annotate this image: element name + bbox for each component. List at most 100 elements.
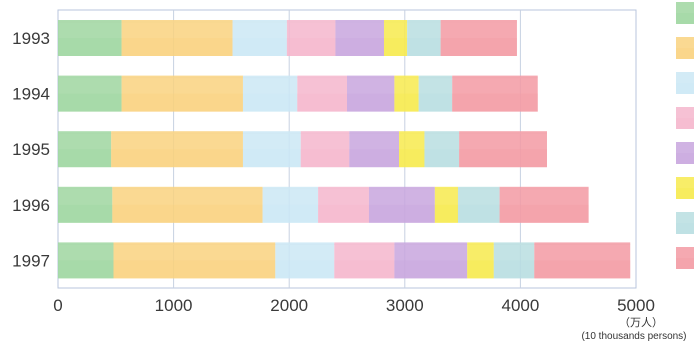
bar-segment-shade <box>58 204 113 223</box>
bar-segment <box>111 131 243 168</box>
bar-segment <box>58 75 122 112</box>
bar-segment <box>58 242 114 279</box>
bar-segment-shade <box>275 260 335 279</box>
bar-segment-shade <box>121 38 233 56</box>
bar-segment <box>121 20 233 56</box>
bar-segment <box>335 20 384 56</box>
category-label: 1996 <box>12 196 50 215</box>
bar-segment-shade <box>242 93 298 112</box>
bar-segment <box>434 186 458 223</box>
bar-segment-shade <box>407 38 441 56</box>
category-label: 1993 <box>12 29 50 48</box>
bar-segment-shade <box>335 38 384 56</box>
bar-segment <box>113 242 276 279</box>
bar-segment <box>58 20 122 56</box>
bar-segment <box>467 242 494 279</box>
x-tick-labels: 0 1000 2000 3000 4000 5000 <box>53 296 655 315</box>
legend-swatch-shade <box>676 13 694 24</box>
legend-swatch <box>676 142 694 164</box>
bar-segment-shade <box>232 38 287 56</box>
legend-swatch-shade <box>676 153 694 164</box>
unit-label: （万人） <box>619 316 663 329</box>
legend-swatch-shade <box>676 118 694 129</box>
bar-segment <box>452 75 538 112</box>
legend-swatch <box>676 247 694 269</box>
bar-segment-shade <box>499 204 589 223</box>
bar-segment-shade <box>112 204 263 223</box>
bar-segment-shade <box>121 93 243 112</box>
bar-segment-shade <box>399 149 425 168</box>
bar-segment <box>394 242 468 279</box>
bar-segment-shade <box>113 260 276 279</box>
category-labels: 1993 1994 1995 1996 1997 <box>12 29 50 270</box>
bar-segment-shade <box>349 149 400 168</box>
bar-segment <box>394 75 419 112</box>
bar-segment-shade <box>318 204 369 223</box>
legend-swatch <box>676 2 694 24</box>
legend-swatch <box>676 212 694 234</box>
bar-segment-shade <box>300 149 350 168</box>
bar-segment-shade <box>459 149 547 168</box>
bar-segment <box>368 186 435 223</box>
bar-segment <box>121 75 243 112</box>
bar-segment-shade <box>383 38 408 56</box>
bar-segment <box>300 131 350 168</box>
bar-segment-shade <box>457 204 500 223</box>
bar-segment <box>112 186 263 223</box>
bar-segment-shade <box>58 149 112 168</box>
unit-label-en: (10 thousands persons) <box>581 331 686 342</box>
bar-segment-shade <box>58 93 122 112</box>
bar-segment <box>349 131 400 168</box>
bar-segment-shade <box>347 93 395 112</box>
legend-swatch-shade <box>676 188 694 199</box>
bar-segment <box>334 242 395 279</box>
legend-swatch-shade <box>676 48 694 59</box>
bar-segment <box>383 20 408 56</box>
legend-swatch <box>676 177 694 199</box>
legend-swatch-shade <box>676 83 694 94</box>
bar-segment <box>407 20 441 56</box>
x-tick-label: 4000 <box>501 296 539 315</box>
bar-segment-shade <box>297 93 347 112</box>
bar-segment-shade <box>334 260 395 279</box>
bar-segment <box>275 242 335 279</box>
bar-segment-shade <box>111 149 243 168</box>
bar-segment <box>499 186 589 223</box>
x-tick-label: 5000 <box>617 296 655 315</box>
category-label: 1994 <box>12 85 50 104</box>
bar-segment-shade <box>452 93 538 112</box>
bar-segment <box>242 75 298 112</box>
category-label: 1995 <box>12 140 50 159</box>
bar-segment-shade <box>394 260 468 279</box>
category-label: 1997 <box>12 251 50 270</box>
bar-segment <box>493 242 535 279</box>
bar-segment <box>318 186 369 223</box>
bar-segment-shade <box>368 204 435 223</box>
bar-segment <box>242 131 301 168</box>
legend <box>676 2 694 269</box>
bar-segment <box>399 131 425 168</box>
bar-segment <box>262 186 319 223</box>
bar-segment <box>459 131 547 168</box>
bar-segment-shade <box>534 260 631 279</box>
bar-segment-shade <box>242 149 301 168</box>
bar-segment <box>297 75 347 112</box>
bar-segment-shade <box>424 149 460 168</box>
legend-swatch-shade <box>676 223 694 234</box>
legend-swatch-shade <box>676 258 694 269</box>
bar-segment <box>418 75 453 112</box>
bar-segment-shade <box>394 93 419 112</box>
bar-segment-shade <box>434 204 458 223</box>
bar-segment <box>440 20 517 56</box>
bar-segment-shade <box>467 260 494 279</box>
bar-segment-shade <box>58 260 114 279</box>
bar-segment <box>58 131 112 168</box>
legend-swatch <box>676 37 694 59</box>
x-tick-label: 0 <box>53 296 62 315</box>
bar-segment <box>457 186 500 223</box>
bar-segment-shade <box>58 38 122 56</box>
bars <box>58 20 631 279</box>
bar-segment <box>347 75 395 112</box>
x-tick-label: 1000 <box>155 296 193 315</box>
